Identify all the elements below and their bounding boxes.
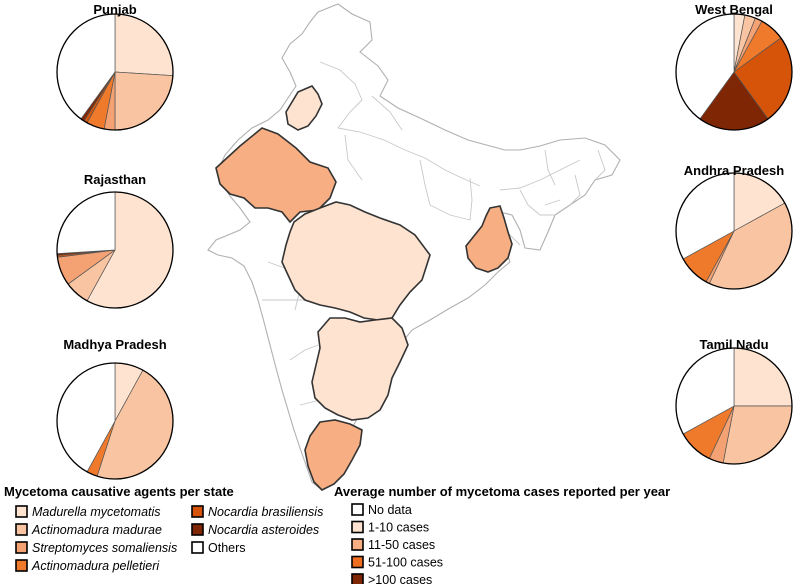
legend-cases-51-100-cases-label: 51-100 cases bbox=[368, 556, 443, 570]
pie-outline bbox=[675, 13, 793, 131]
legend-agent-nocardia-asteroides-label: Nocardia asteroides bbox=[208, 523, 319, 537]
legend-cases-11-50-cases-swatch bbox=[351, 538, 364, 551]
pie-title: West Bengal bbox=[695, 2, 773, 17]
legend-agent-streptomyces-somaliensis-swatch bbox=[15, 541, 28, 554]
pie-tamil-nadu: Tamil Nadu bbox=[675, 337, 793, 465]
legend-cases-1-10-cases-label: 1-10 cases bbox=[368, 521, 429, 535]
pie-charts: Punjab West Bengal Rajasthan Andhra Pradesh… bbox=[56, 2, 793, 480]
legend-agent-nocardia-asteroides-swatch bbox=[191, 523, 204, 536]
map-state-tamil-nadu bbox=[304, 419, 363, 491]
pie-title: Punjab bbox=[93, 2, 136, 17]
legend-agent-others-label: Others bbox=[208, 541, 246, 555]
legend-cases-51-100-cases-swatch bbox=[351, 555, 364, 569]
pie-outline bbox=[675, 172, 793, 290]
pie-title: Rajasthan bbox=[84, 172, 146, 187]
map-state-madhya-pradesh bbox=[281, 201, 431, 321]
legend-agent-nocardia-brasiliensis-swatch bbox=[191, 505, 204, 518]
map-state-punjab bbox=[285, 85, 323, 131]
legend-agent-madurella-mycetomatis-label: Madurella mycetomatis bbox=[32, 505, 161, 519]
legend-agent-others-swatch bbox=[191, 541, 204, 554]
pie-title: Madhya Pradesh bbox=[63, 337, 166, 352]
pie-west-bengal: West Bengal bbox=[675, 2, 793, 131]
map-state-andhra-pradesh bbox=[311, 317, 409, 421]
legend-cases-100-cases-label: >100 cases bbox=[368, 573, 432, 584]
legend-agent-actinomadura-pelletieri-swatch bbox=[15, 559, 28, 572]
legend-cases-1-10-cases-swatch bbox=[351, 520, 364, 534]
legend-cases-per-year: Average number of mycetoma cases reporte… bbox=[334, 484, 670, 584]
pie-title: Tamil Nadu bbox=[699, 337, 768, 352]
legend-cases-title: Average number of mycetoma cases reporte… bbox=[334, 484, 670, 499]
pie-slice-actinomadura-madurae bbox=[114, 71, 174, 131]
pie-slice-others bbox=[56, 191, 116, 255]
pie-punjab: Punjab bbox=[56, 2, 174, 131]
legend-agents-title: Mycetoma causative agents per state bbox=[4, 484, 234, 499]
legend-agent-actinomadura-pelletieri-label: Actinomadura pelletieri bbox=[31, 559, 160, 573]
pie-title: Andhra Pradesh bbox=[684, 163, 784, 178]
legend-agent-streptomyces-somaliensis-label: Streptomyces somaliensis bbox=[32, 541, 177, 555]
pie-rajasthan: Rajasthan bbox=[56, 172, 174, 309]
legend-agent-nocardia-brasiliensis-label: Nocardia brasiliensis bbox=[208, 505, 323, 519]
pie-slice-madurella-mycetomatis bbox=[733, 347, 793, 407]
legend-cases-no-data-label: No data bbox=[368, 503, 412, 517]
legend-cases-no-data-swatch bbox=[351, 503, 364, 516]
map-state-west-bengal bbox=[465, 205, 513, 273]
legend-cases-100-cases-swatch bbox=[351, 573, 364, 584]
pie-outline bbox=[56, 191, 174, 309]
pie-slice-madurella-mycetomatis bbox=[114, 13, 174, 77]
pie-madhya-pradesh: Madhya Pradesh bbox=[56, 337, 174, 480]
legend-agent-actinomadura-madurae-swatch bbox=[15, 523, 28, 536]
pie-outline bbox=[56, 362, 174, 480]
india-map bbox=[207, 3, 621, 491]
legend-agent-madurella-mycetomatis-swatch bbox=[15, 505, 28, 518]
pie-outline bbox=[675, 347, 793, 465]
pie-slice-actinomadura-madurae bbox=[722, 405, 793, 465]
legend-agent-actinomadura-madurae-label: Actinomadura madurae bbox=[31, 523, 162, 537]
pie-andhra-pradesh: Andhra Pradesh bbox=[675, 163, 793, 290]
legend-cases-11-50-cases-label: 11-50 cases bbox=[368, 538, 435, 552]
pie-outline bbox=[56, 13, 174, 131]
legend-causative-agents: Mycetoma causative agents per state Madu… bbox=[4, 484, 323, 573]
